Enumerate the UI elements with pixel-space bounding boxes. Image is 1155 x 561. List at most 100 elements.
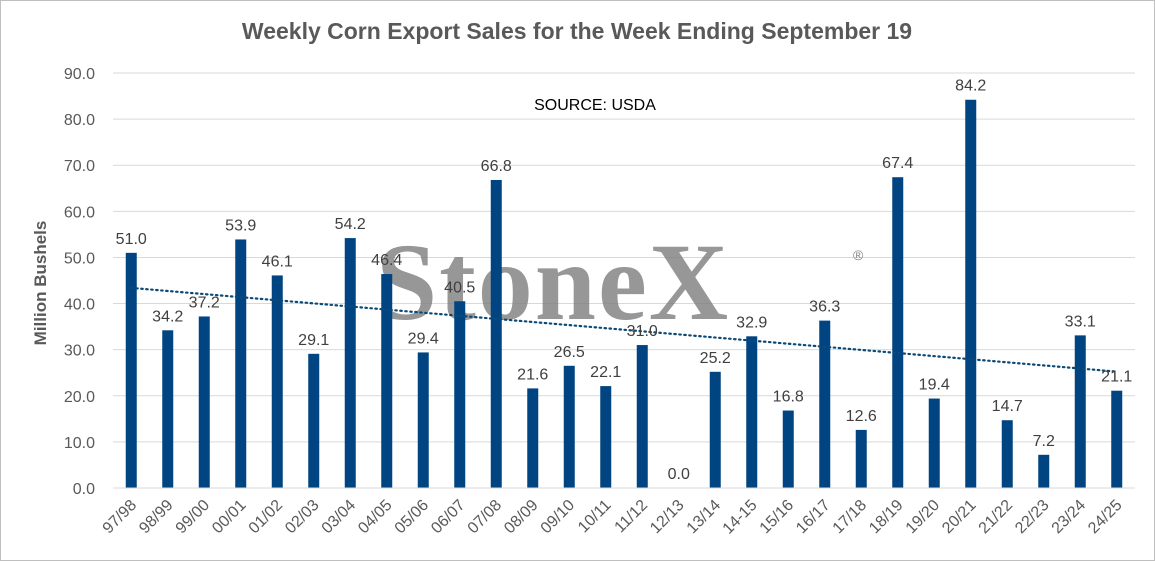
x-tick-label: 03/04: [319, 497, 359, 537]
bar: [454, 301, 466, 488]
data-label: 84.2: [955, 78, 986, 95]
x-tick-label: 11/12: [612, 497, 652, 537]
x-tick-label: 21/22: [976, 497, 1016, 537]
data-label: 66.8: [481, 158, 512, 175]
bar: [636, 345, 648, 488]
data-label: 36.3: [809, 299, 840, 316]
data-label: 46.4: [371, 252, 402, 269]
x-tick-label: 00/01: [209, 497, 249, 537]
data-label: 26.5: [554, 344, 585, 361]
bar: [709, 371, 721, 488]
data-label: 40.5: [444, 279, 475, 296]
y-tick-label: 10.0: [64, 435, 95, 452]
x-tick-label: 23/24: [1049, 497, 1089, 537]
bar: [271, 275, 283, 488]
bar: [527, 388, 539, 488]
data-label: 12.6: [846, 408, 877, 425]
data-label: 7.2: [1033, 433, 1055, 450]
data-labels: 51.0 34.2 37.2 53.9 46.1 29.1 54.2 46.4 29.4 40.5…: [116, 78, 1133, 483]
watermark-registered-mark: ®: [853, 247, 864, 263]
x-tick-label: 20/21: [939, 497, 979, 537]
data-label: 33.1: [1065, 313, 1096, 330]
y-tick-label: 80.0: [64, 112, 95, 129]
bar: [1111, 390, 1123, 488]
x-tick-label: 19/20: [903, 497, 943, 537]
x-tick-label: 05/06: [392, 497, 432, 537]
x-tick-label: 10/11: [575, 497, 615, 537]
bar: [892, 177, 904, 488]
watermark-wordmark: StoneX: [376, 221, 730, 343]
bar: [381, 274, 393, 488]
data-label: 67.4: [882, 155, 913, 172]
data-label: 21.1: [1101, 369, 1132, 386]
x-tick-label: 17/18: [830, 497, 870, 537]
data-label: 51.0: [116, 231, 147, 248]
data-label: 19.4: [919, 377, 950, 394]
data-label: 25.2: [700, 350, 731, 367]
data-label: 29.1: [298, 332, 329, 349]
x-tick-label: 16/17: [793, 497, 833, 537]
bar: [125, 252, 137, 488]
x-tick-label: 97/98: [100, 497, 140, 537]
stonex-watermark-logo: StoneX ®: [376, 221, 864, 343]
x-tick-label: 24/25: [1085, 497, 1125, 537]
y-tick-label: 50.0: [64, 250, 95, 267]
x-tick-label: 98/99: [136, 497, 176, 537]
data-label: 31.0: [627, 323, 658, 340]
bar: [1001, 420, 1013, 488]
x-axis-ticks: 97/9898/9999/0000/0101/0202/0303/0404/05…: [100, 497, 1126, 538]
bar: [417, 352, 429, 488]
trendline: [130, 286, 1118, 373]
x-tick-label: 18/19: [866, 497, 906, 537]
bars: [125, 99, 1123, 488]
data-label: 53.9: [225, 217, 256, 234]
y-tick-label: 60.0: [64, 204, 95, 221]
x-tick-label: 07/08: [465, 497, 505, 537]
bar: [746, 336, 758, 488]
data-label: 34.2: [152, 308, 183, 325]
data-label: 14.7: [992, 398, 1023, 415]
y-tick-label: 90.0: [64, 66, 95, 83]
bar: [490, 179, 502, 488]
data-label: 37.2: [189, 294, 220, 311]
x-tick-label: 09/10: [538, 497, 578, 537]
x-tick-label: 15/16: [757, 497, 797, 537]
x-tick-label: 12/13: [647, 497, 687, 537]
x-tick-label: 06/07: [428, 497, 468, 537]
gridlines: [113, 72, 1135, 443]
data-label: 0.0: [668, 466, 690, 483]
data-label: 32.9: [736, 314, 767, 331]
chart-title: Weekly Corn Export Sales for the Week En…: [242, 18, 912, 44]
x-tick-label: 02/03: [282, 497, 322, 537]
source-annotation: SOURCE: USDA: [534, 97, 656, 114]
bar: [928, 398, 940, 488]
x-tick-label: 04/05: [355, 497, 395, 537]
y-axis-ticks: 0.0 10.0 20.0 30.0 40.0 50.0 60.0 70.0 80.0 90.0: [64, 66, 95, 498]
y-tick-label: 20.0: [64, 389, 95, 406]
x-tick-label: 08/09: [501, 497, 541, 537]
bar: [563, 365, 575, 488]
bar: [855, 429, 867, 488]
bar: [1074, 335, 1086, 488]
bar: [235, 239, 247, 488]
data-label: 29.4: [408, 330, 439, 347]
bar: [344, 238, 356, 488]
data-label: 46.1: [262, 253, 293, 270]
bar: [308, 353, 320, 488]
y-tick-label: 40.0: [64, 297, 95, 314]
bar: [1038, 454, 1050, 488]
y-tick-label: 30.0: [64, 343, 95, 360]
data-label: 16.8: [773, 389, 804, 406]
bar: [162, 330, 174, 488]
data-label: 22.1: [590, 364, 621, 381]
data-label: 21.6: [517, 366, 548, 383]
data-label: 54.2: [335, 216, 366, 233]
bar: [819, 320, 831, 488]
y-tick-label: 70.0: [64, 158, 95, 175]
x-tick-label: 01/02: [246, 497, 286, 537]
x-tick-label: 14-15: [720, 497, 761, 538]
x-tick-label: 13/14: [684, 497, 724, 537]
bar: [965, 99, 977, 488]
